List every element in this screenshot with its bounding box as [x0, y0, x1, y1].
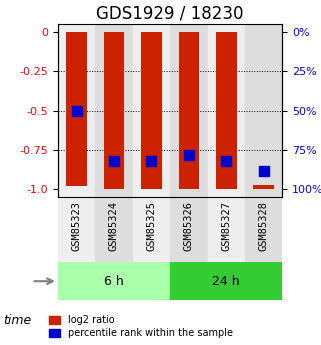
Text: 24 h: 24 h: [213, 275, 240, 288]
Bar: [141, 32, 162, 189]
Bar: [133, 197, 170, 262]
Bar: [245, 197, 282, 262]
Point: [261, 168, 266, 173]
Bar: [66, 32, 87, 186]
Title: GDS1929 / 18230: GDS1929 / 18230: [96, 4, 244, 22]
Bar: [104, 32, 124, 189]
Bar: [170, 262, 282, 300]
Point: [74, 108, 79, 114]
Text: time: time: [3, 314, 31, 327]
Bar: [95, 24, 133, 197]
Bar: [58, 24, 95, 197]
Bar: [245, 24, 282, 197]
Bar: [58, 262, 170, 300]
Bar: [95, 197, 133, 262]
Bar: [170, 24, 208, 197]
Bar: [170, 197, 208, 262]
Text: GSM85327: GSM85327: [221, 200, 231, 250]
Bar: [133, 24, 170, 197]
Text: GSM85324: GSM85324: [109, 200, 119, 250]
Point: [224, 158, 229, 164]
Point: [186, 152, 191, 158]
Bar: [178, 32, 199, 189]
Bar: [58, 197, 95, 262]
Text: GSM85323: GSM85323: [72, 200, 82, 250]
Text: GSM85326: GSM85326: [184, 200, 194, 250]
Point: [111, 158, 117, 164]
Bar: [208, 24, 245, 197]
Legend: log2 ratio, percentile rank within the sample: log2 ratio, percentile rank within the s…: [47, 313, 235, 340]
Point: [149, 158, 154, 164]
Bar: [216, 32, 237, 189]
Bar: [254, 185, 274, 189]
Bar: [208, 197, 245, 262]
Text: GSM85325: GSM85325: [146, 200, 156, 250]
Text: 6 h: 6 h: [104, 275, 124, 288]
Text: GSM85328: GSM85328: [259, 200, 269, 250]
